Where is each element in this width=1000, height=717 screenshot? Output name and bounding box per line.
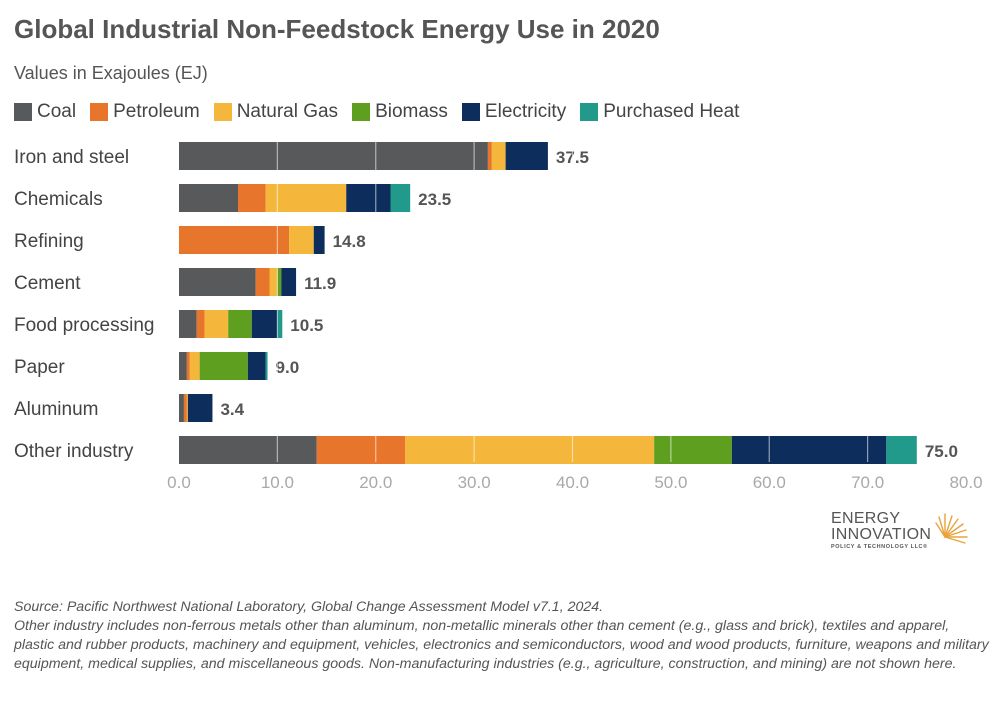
bar-segment-purchased-heat xyxy=(277,310,283,338)
category-label: Food processing xyxy=(14,315,154,336)
footnote-source: Source: Pacific Northwest National Labor… xyxy=(14,599,604,615)
bar-segment-petroleum xyxy=(183,394,187,422)
footnote-note: Other industry includes non-ferrous meta… xyxy=(14,618,989,672)
category-label: Cement xyxy=(14,273,81,294)
total-label: 9.0 xyxy=(276,358,300,377)
logo-line1: ENERGY xyxy=(831,510,901,527)
total-label: 14.8 xyxy=(333,232,366,251)
bar-segment-petroleum xyxy=(186,352,190,380)
bar-segment-electricity xyxy=(187,394,213,422)
bar-segment-electricity xyxy=(251,310,278,338)
legend-swatch xyxy=(461,103,480,121)
bar-segment-purchased-heat xyxy=(390,184,411,212)
category-label: Other industry xyxy=(14,441,134,462)
total-label: 11.9 xyxy=(304,274,336,293)
bar-segment-natural-gas xyxy=(491,142,506,170)
bar-segment-petroleum xyxy=(316,436,406,464)
x-tick-label: 60.0 xyxy=(753,473,786,492)
legend-item-petroleum: Petroleum xyxy=(90,101,200,123)
legend-swatch xyxy=(14,103,32,121)
legend-label: Biomass xyxy=(375,101,448,122)
bar-segment-electricity xyxy=(346,184,391,212)
legend-item-biomass: Biomass xyxy=(352,101,448,123)
bar-segment-natural-gas xyxy=(189,352,200,380)
category-label: Iron and steel xyxy=(14,147,129,168)
bar-segment-coal xyxy=(179,436,317,464)
category-label: Chemicals xyxy=(14,189,103,210)
bar-segment-biomass xyxy=(654,436,732,464)
energy-innovation-logo: ENERGY INNOVATION POLICY & TECHNOLOGY LL… xyxy=(831,511,971,551)
legend-label: Purchased Heat xyxy=(603,101,740,122)
bar-segment-electricity xyxy=(313,226,325,254)
legend-item-coal: Coal xyxy=(14,101,76,123)
bar-segment-purchased-heat xyxy=(265,352,268,380)
legend-label: Petroleum xyxy=(113,101,200,122)
legend-swatch xyxy=(352,103,371,121)
logo-line2: INNOVATION xyxy=(831,526,932,543)
bar-segment-petroleum xyxy=(196,310,205,338)
total-label: 3.4 xyxy=(220,400,244,419)
legend: Coal Petroleum Natural Gas Biomass Electrici… xyxy=(14,101,753,123)
logo-wordmark: ENERGY INNOVATION POLICY & TECHNOLOGY LL… xyxy=(831,511,931,551)
logo-tagline: POLICY & TECHNOLOGY LLC® xyxy=(831,544,928,550)
bar-segment-natural-gas xyxy=(186,394,188,422)
legend-item-electricity: Electricity xyxy=(461,101,567,123)
bar-segment-electricity xyxy=(281,268,297,296)
bar-segment-natural-gas xyxy=(265,184,347,212)
x-tick-label: 30.0 xyxy=(458,473,491,492)
footnote: Source: Pacific Northwest National Labor… xyxy=(14,598,989,674)
bar-segment-purchased-heat xyxy=(886,436,917,464)
bar-segment-natural-gas xyxy=(269,268,278,296)
x-tick-label: 10.0 xyxy=(261,473,294,492)
bar-segment-electricity xyxy=(247,352,266,380)
bar-segment-biomass xyxy=(199,352,248,380)
bar-segment-petroleum xyxy=(238,184,266,212)
x-tick-label: 20.0 xyxy=(359,473,392,492)
bar-segment-coal xyxy=(179,352,187,380)
total-label: 75.0 xyxy=(925,442,958,461)
legend-label: Coal xyxy=(37,101,77,122)
bar-segment-petroleum xyxy=(179,226,290,254)
bar-segment-coal xyxy=(179,310,197,338)
category-label: Refining xyxy=(14,231,84,252)
bar-segment-coal xyxy=(179,184,239,212)
legend-label: Electricity xyxy=(484,101,567,122)
bar-segment-natural-gas xyxy=(289,226,314,254)
legend-label: Natural Gas xyxy=(236,101,339,122)
bar-segment-coal xyxy=(179,268,256,296)
legend-item-natural-gas: Natural Gas xyxy=(213,101,339,123)
x-tick-label: 40.0 xyxy=(556,473,589,492)
category-label: Paper xyxy=(14,357,65,378)
bar-segment-electricity xyxy=(505,142,548,170)
legend-item-purchased-heat: Purchased Heat xyxy=(580,101,739,123)
sunburst-icon xyxy=(935,513,968,544)
bar-segment-petroleum xyxy=(255,268,270,296)
bar-segment-natural-gas xyxy=(204,310,229,338)
bar-segment-biomass xyxy=(277,268,282,296)
total-label: 23.5 xyxy=(418,190,451,209)
x-tick-label: 80.0 xyxy=(949,473,982,492)
bar-segment-natural-gas xyxy=(405,436,655,464)
legend-swatch xyxy=(90,103,109,121)
bar-segment-coal xyxy=(179,142,488,170)
x-tick-label: 0.0 xyxy=(167,473,191,492)
legend-swatch xyxy=(213,103,232,121)
category-label: Aluminum xyxy=(14,399,98,420)
total-label: 10.5 xyxy=(290,316,323,335)
bar-segment-electricity xyxy=(731,436,887,464)
bar-segment-petroleum xyxy=(487,142,492,170)
x-tick-label: 50.0 xyxy=(654,473,687,492)
bar-segment-biomass xyxy=(228,310,252,338)
bar-segment-coal xyxy=(179,394,184,422)
chart-title: Global Industrial Non-Feedstock Energy U… xyxy=(14,14,660,44)
x-tick-label: 70.0 xyxy=(851,473,884,492)
chart-subtitle: Values in Exajoules (EJ) xyxy=(14,63,208,83)
legend-swatch xyxy=(580,103,599,121)
